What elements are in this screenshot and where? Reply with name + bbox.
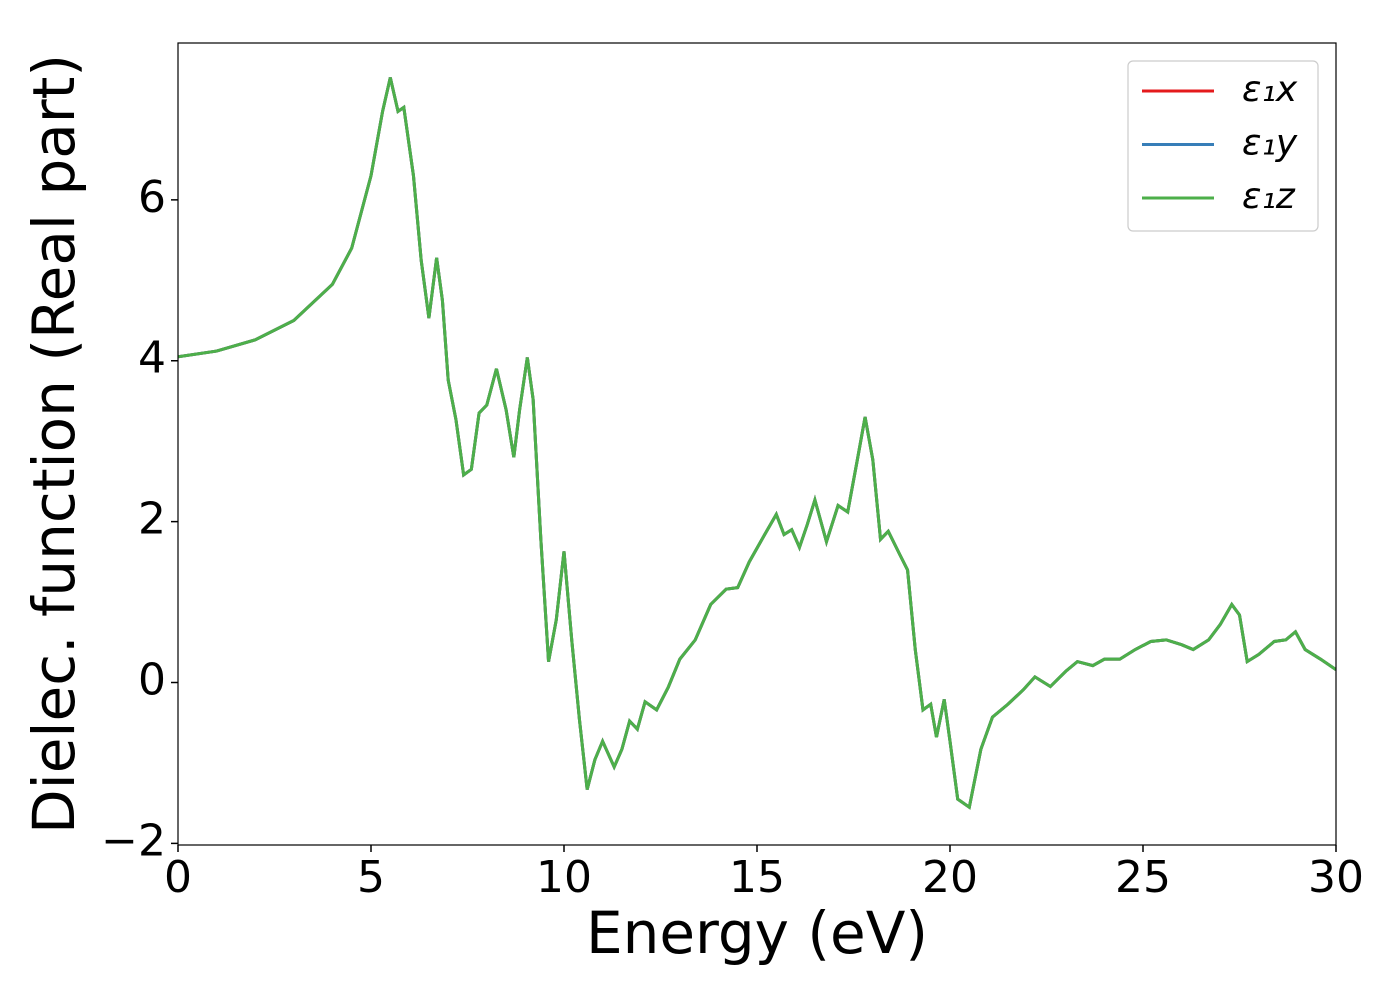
- y-tick-label: 0: [138, 655, 166, 706]
- x-tick-label: 25: [1115, 852, 1171, 903]
- y-tick-label: 4: [138, 333, 166, 384]
- x-tick-label: 30: [1308, 852, 1364, 903]
- y-tick-label: 2: [138, 494, 166, 545]
- x-tick-label: 5: [357, 852, 385, 903]
- data-line: [178, 77, 1336, 810]
- legend-label: ε₁x: [1242, 69, 1298, 110]
- x-axis-label: Energy (eV): [586, 899, 928, 967]
- x-tick-label: 20: [922, 852, 978, 903]
- y-tick-label: 6: [138, 172, 166, 223]
- plot-frame: [177, 42, 1337, 846]
- x-tick-label: 10: [536, 852, 592, 903]
- y-axis-label: Dielec. function (Real part): [20, 54, 88, 834]
- legend-label: ε₁y: [1242, 123, 1298, 164]
- legend-label: ε₁z: [1242, 176, 1296, 217]
- x-tick-label: 15: [729, 852, 785, 903]
- y-tick-label: −2: [101, 815, 166, 866]
- x-tick-label: 0: [164, 852, 192, 903]
- legend-box: [1127, 60, 1319, 232]
